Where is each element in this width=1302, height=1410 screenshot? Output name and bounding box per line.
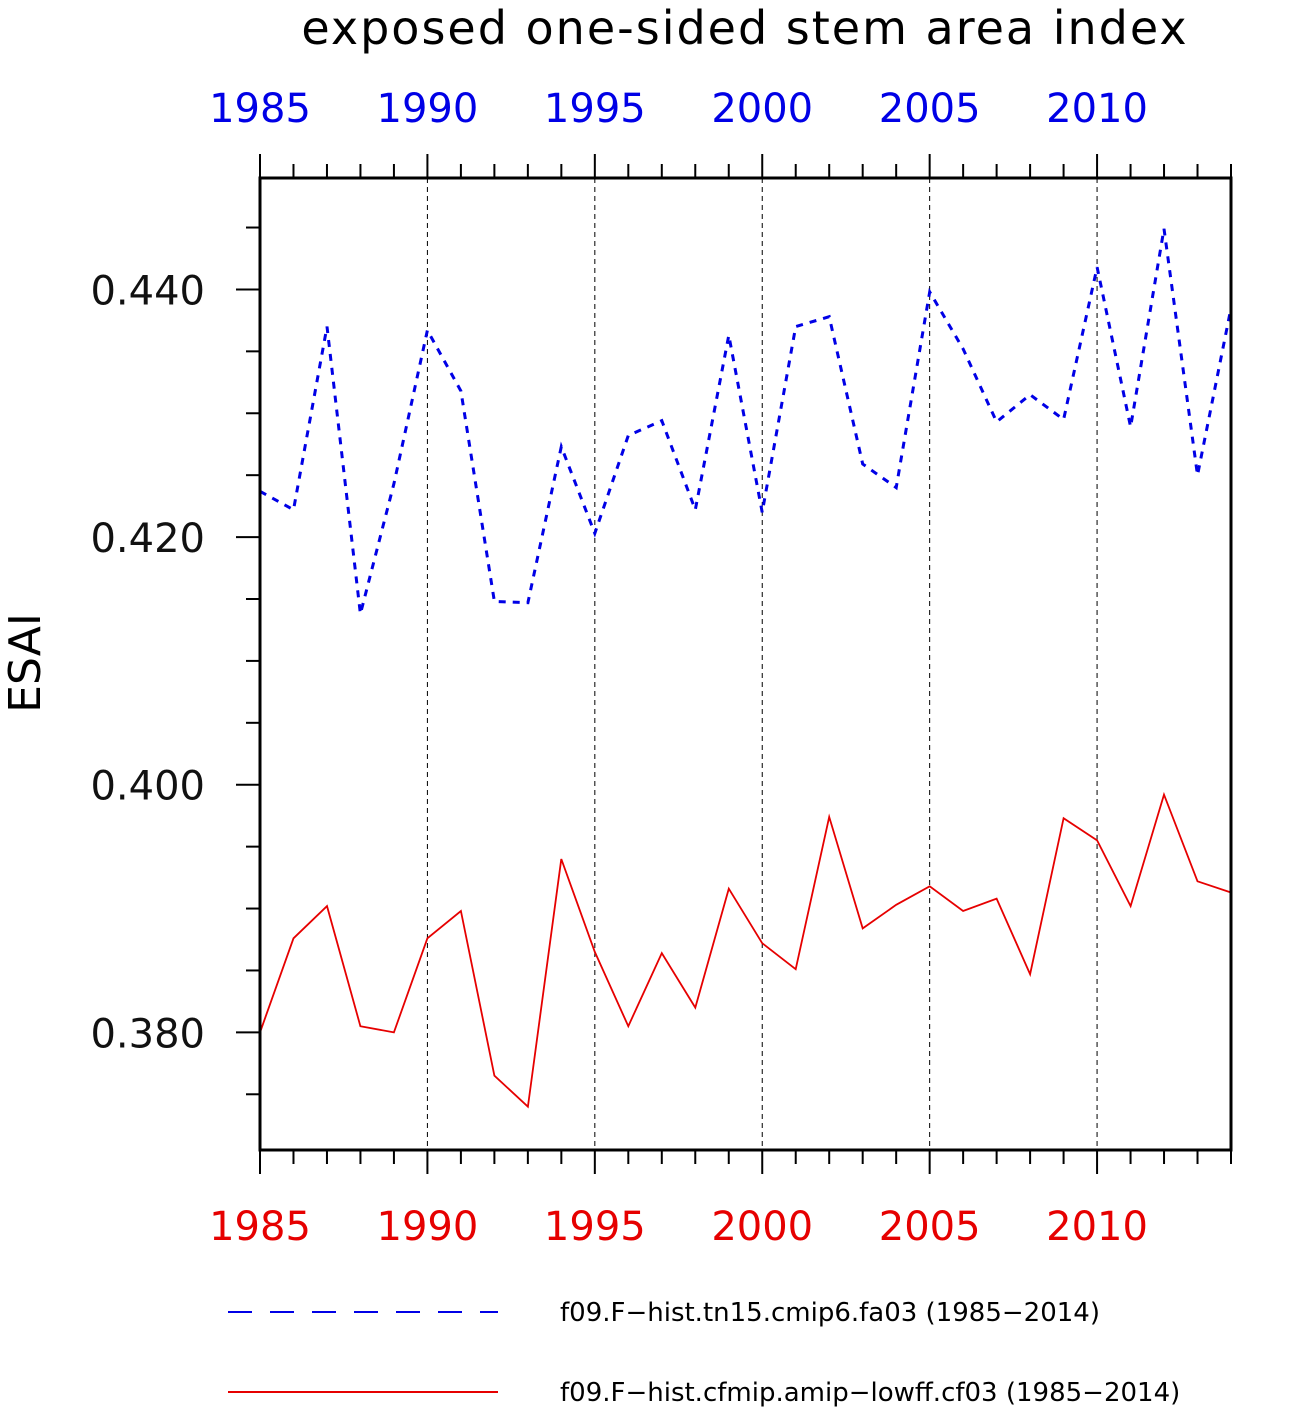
x-tick-label-top: 2005	[879, 86, 981, 132]
y-tick-label: 0.380	[90, 1011, 205, 1057]
axis-ticks	[236, 154, 1232, 1174]
legend: f09.F−hist.tn15.cmip6.fa03 (1985−2014) f0…	[228, 1298, 1180, 1408]
x-tick-label-top: 2010	[1046, 86, 1148, 132]
series-layer	[259, 228, 1233, 1109]
x-tick-label-top: 2000	[711, 86, 813, 132]
x-tick-label-bottom: 2010	[1046, 1204, 1148, 1250]
x-tick-label-top: 1985	[209, 86, 311, 132]
legend-label-1: f09.F−hist.cfmip.amip−lowff.cf03 (1985−2…	[560, 1378, 1180, 1408]
y-tick-label: 0.400	[90, 764, 205, 810]
y-tick-label: 0.440	[90, 268, 205, 314]
y-tick-label: 0.420	[90, 516, 205, 562]
x-tick-label-bottom: 1985	[209, 1204, 311, 1250]
x-tick-label-bottom: 2005	[879, 1204, 981, 1250]
chart-title: exposed one-sided stem area index	[301, 1, 1188, 55]
x-tick-label-bottom: 2000	[711, 1204, 813, 1250]
legend-label-0: f09.F−hist.tn15.cmip6.fa03 (1985−2014)	[560, 1298, 1100, 1328]
x-tick-label-top: 1990	[377, 86, 479, 132]
y-axis-label: ESAI	[0, 613, 51, 713]
x-tick-label-bottom: 1990	[377, 1204, 479, 1250]
x-tick-label-top: 1995	[544, 86, 646, 132]
vertical-gridlines	[426, 178, 1098, 1150]
series-line-0	[259, 228, 1233, 615]
axis-tick-labels: 0.380 0.400 0.420 0.440 1985 1985 1990 1990 1995…	[90, 86, 1147, 1250]
series-line-1	[259, 791, 1232, 1109]
x-tick-label-bottom: 1995	[544, 1204, 646, 1250]
plot-frame	[258, 176, 1233, 1152]
